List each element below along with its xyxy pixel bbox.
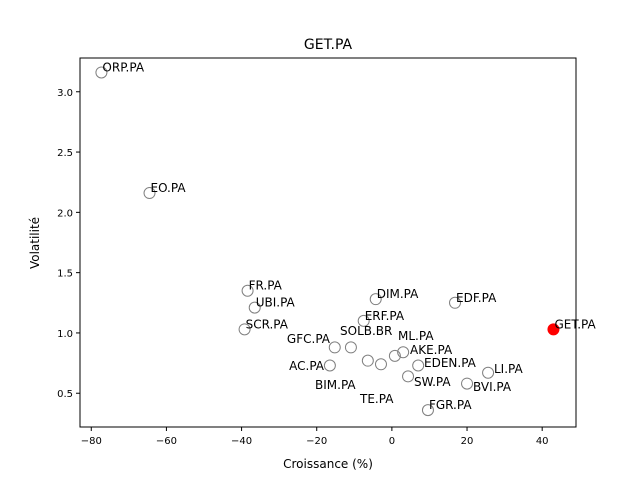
point-label: GFC.PA [287, 332, 331, 346]
data-point-orp-pa [95, 66, 108, 79]
data-point-te-pa [374, 358, 387, 371]
x-tick-label: −20 [306, 436, 327, 447]
data-point-dim-pa [369, 293, 382, 306]
point-label: EDF.PA [456, 291, 497, 305]
points-layer: ORP.PA EO.PA FR.PA UBI.PA SCR.PA DIM.PA ERF.PA… [95, 60, 597, 417]
x-axis-label: Croissance (%) [283, 457, 373, 471]
data-point-solb-br [344, 341, 357, 354]
y-tick-label: 2.5 [57, 148, 73, 159]
x-tick-label: 20 [461, 436, 474, 447]
data-point-gfc-pa [328, 341, 341, 354]
point-label: AKE.PA [410, 343, 453, 357]
point-label: AC.PA [289, 359, 325, 373]
plot-frame [79, 57, 577, 428]
data-point-ubi-pa [248, 301, 261, 314]
data-point-fgr-pa [421, 404, 434, 417]
data-point-eden-pa [412, 359, 425, 372]
point-label: EO.PA [151, 181, 187, 195]
point-label: GET.PA [554, 317, 596, 331]
point-label: SW.PA [414, 375, 451, 389]
y-tick-label: 3.0 [57, 88, 73, 99]
point-label: ORP.PA [102, 60, 144, 74]
data-point-erf-pa [357, 314, 370, 327]
point-label: FR.PA [249, 279, 283, 293]
y-tick-label: 1.5 [57, 269, 73, 280]
point-label: ERF.PA [365, 309, 405, 323]
x-tick-label: 0 [389, 436, 395, 447]
data-point-fr-pa [241, 284, 254, 297]
point-label: UBI.PA [256, 296, 296, 310]
data-point-sw-pa [402, 370, 415, 383]
point-label: TE.PA [359, 392, 394, 406]
data-point-ac-pa [323, 359, 336, 372]
y-axis-label: Volatilité [28, 217, 42, 269]
x-tick-label: −80 [81, 436, 102, 447]
data-point-edf-pa [449, 296, 462, 309]
y-tick-label: 1.0 [57, 329, 73, 340]
y-tick-label: 0.5 [57, 389, 73, 400]
axis-ticks: −80 −60 −40 −20 0 20 40 0.5 1.0 1.5 2.0 2.5 3.0 [57, 88, 548, 447]
chart-title: GET.PA [304, 37, 353, 53]
data-point-ml-pa [388, 349, 401, 362]
data-point-eo-pa [143, 187, 156, 200]
point-label: SOLB.BR [340, 324, 392, 338]
data-point-ake-pa [397, 346, 410, 359]
point-label: DIM.PA [377, 287, 419, 301]
data-point-bim-pa [361, 354, 374, 367]
x-tick-label: −60 [156, 436, 177, 447]
data-point-bvi-pa [461, 377, 474, 390]
point-label: EDEN.PA [424, 356, 477, 370]
point-label: SCR.PA [246, 317, 289, 331]
x-tick-label: −40 [231, 436, 252, 447]
y-tick-label: 2.0 [57, 208, 73, 219]
point-label: BVI.PA [473, 380, 512, 394]
point-label: ML.PA [398, 329, 434, 343]
data-point-li-pa [482, 366, 495, 379]
data-point-get-pa [547, 323, 560, 336]
point-label: FGR.PA [429, 398, 472, 412]
data-point-scr-pa [238, 323, 251, 336]
point-label: BIM.PA [315, 378, 356, 392]
x-tick-label: 40 [536, 436, 549, 447]
point-label: LI.PA [494, 362, 524, 376]
